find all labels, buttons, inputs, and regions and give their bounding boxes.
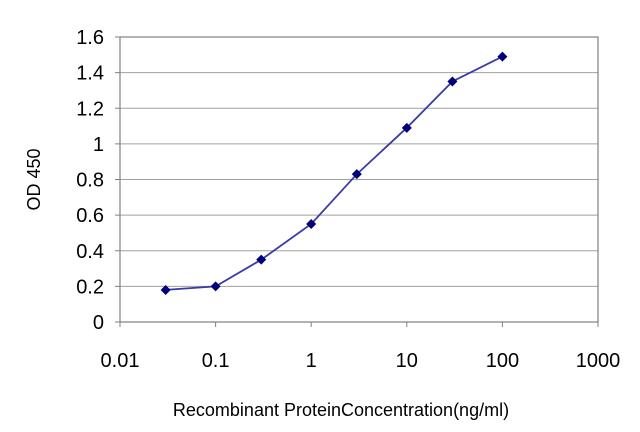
data-point-marker [497,51,508,62]
x-tick-label: 100 [486,350,519,372]
data-point-marker [401,122,412,133]
data-point-marker [160,284,171,295]
series-line [165,55,503,291]
y-tick-label: 0.2 [76,276,104,298]
x-axis-title: Recombinant ProteinConcentration(ng/ml) [173,400,509,420]
y-axis-title: OD 450 [24,148,44,210]
data-series [165,55,503,291]
data-point-marker [447,76,458,87]
x-tick-label: 10 [396,350,418,372]
y-tick-label: 0.6 [76,205,104,227]
x-tick-label: 1000 [576,350,621,372]
y-tick-label: 0.4 [76,241,104,263]
y-tick-label: 1 [93,134,104,156]
y-axis-ticks: 0 0.2 0.4 0.6 0.8 1 1.2 1.4 1.6 [76,27,120,334]
y-tick-label: 0.8 [76,170,104,192]
x-tick-label: 0.01 [101,350,140,372]
y-tick-label: 0 [93,312,104,334]
data-markers [160,51,508,295]
data-point-marker [306,219,317,230]
y-tick-label: 1.6 [76,27,104,49]
x-tick-label: 0.1 [202,350,230,372]
y-tick-label: 1.4 [76,63,104,85]
data-point-marker [351,169,362,180]
gridlines [120,72,598,287]
data-point-marker [256,254,267,265]
data-point-marker [210,281,221,292]
x-tick-label: 1 [306,350,317,372]
x-axis-ticks: 0.01 0.1 1 10 100 1000 [101,322,621,372]
y-tick-label: 1.2 [76,98,104,120]
